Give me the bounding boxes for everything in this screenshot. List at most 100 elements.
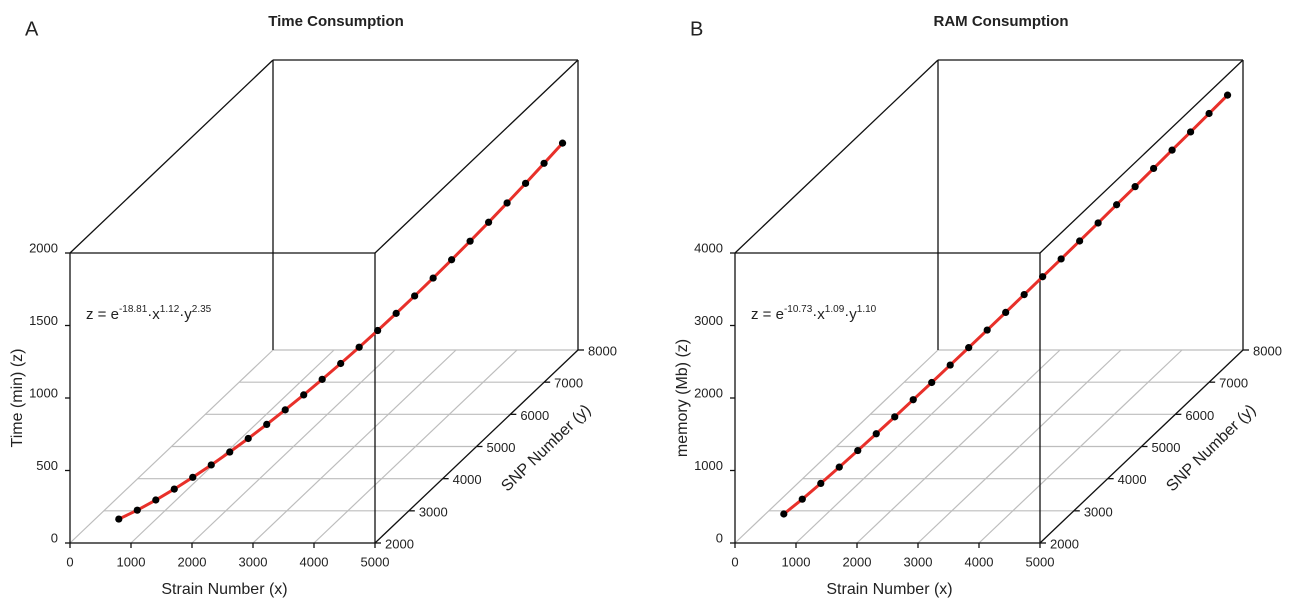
data-point [1057, 255, 1065, 263]
data-point [448, 256, 456, 264]
box-edge [1039, 59, 1244, 254]
z-tick-label: 1500 [29, 313, 58, 328]
data-point [226, 448, 234, 456]
data-point [817, 479, 825, 488]
data-point [1223, 91, 1232, 99]
equation-part: z = e [86, 306, 119, 323]
y-tick-label: 4000 [1118, 472, 1147, 487]
z-tick-label: 1000 [694, 458, 723, 473]
y-tick-label: 4000 [453, 472, 482, 487]
equation-part: -10.73 [784, 304, 813, 315]
equation-part: z = e [751, 306, 784, 323]
y-tick-label: 8000 [1253, 343, 1282, 358]
z-tick-label: 3000 [694, 313, 723, 328]
data-point [891, 413, 899, 421]
panel-label: B [690, 18, 703, 40]
x-tick-label: 4000 [965, 554, 994, 569]
x-tick-label: 3000 [239, 554, 268, 569]
z-tick-label: 4000 [694, 240, 723, 255]
y-tick-label: 7000 [1219, 376, 1248, 391]
x-tick-label: 3000 [904, 554, 933, 569]
z-axis-label: Time (min) (z) [9, 349, 26, 448]
data-point [540, 159, 548, 167]
data-point [115, 515, 123, 523]
fit-curve [118, 142, 564, 521]
x-tick-label: 0 [66, 554, 73, 569]
x-tick-label: 2000 [178, 554, 207, 569]
data-point [300, 391, 308, 399]
data-point [1168, 146, 1176, 154]
equation-part: ·x [147, 306, 160, 323]
data-point [1113, 201, 1121, 209]
z-tick-label: 2000 [694, 385, 723, 400]
data-point [1020, 290, 1028, 299]
z-tick-label: 1000 [29, 385, 58, 400]
panel-label: A [25, 18, 39, 40]
data-point [152, 496, 160, 504]
data-point [928, 378, 936, 387]
equation-part: ·x [812, 306, 825, 323]
box-edge [734, 59, 939, 254]
chart-title: RAM Consumption [934, 13, 1069, 30]
data-point [374, 326, 382, 335]
equation: z = e-10.73·x1.09·y1.10 [751, 304, 877, 323]
equation-part: ·y [844, 306, 857, 323]
x-tick-label: 5000 [361, 554, 390, 569]
z-tick-label: 0 [716, 530, 723, 545]
data-point [485, 218, 493, 226]
y-tick-label: 7000 [554, 376, 583, 391]
z-tick-label: 0 [51, 530, 58, 545]
equation-part: -18.81 [119, 304, 148, 315]
data-point [835, 463, 843, 471]
data-point [189, 473, 197, 481]
y-tick-label: 8000 [588, 343, 617, 358]
x-tick-label: 1000 [117, 554, 146, 569]
equation-part: 1.12 [160, 304, 180, 315]
data-point [1076, 237, 1084, 245]
box-edge [374, 59, 579, 254]
data-point [1039, 273, 1047, 281]
data-point [392, 309, 400, 317]
data-point [281, 406, 289, 414]
y-tick-label: 3000 [1084, 504, 1113, 519]
x-tick-label: 0 [731, 554, 738, 569]
box-edge [69, 59, 274, 254]
x-tick-label: 5000 [1026, 554, 1055, 569]
data-point [1150, 164, 1158, 173]
data-point [1205, 109, 1213, 118]
z-axis-label: memory (Mb) (z) [674, 339, 691, 457]
data-point [1131, 183, 1139, 191]
data-point [318, 375, 326, 383]
data-point [337, 359, 345, 368]
y-tick-label: 6000 [1185, 408, 1214, 423]
z-tick-label: 500 [36, 458, 58, 473]
data-point [355, 343, 363, 351]
x-tick-label: 1000 [782, 554, 811, 569]
equation-part: 1.10 [857, 304, 877, 315]
y-tick-label: 3000 [419, 504, 448, 519]
data-point [558, 139, 567, 147]
data-point [170, 485, 178, 493]
data-point [429, 274, 437, 282]
chart-title: Time Consumption [268, 13, 404, 30]
data-point [909, 396, 917, 404]
data-point [503, 199, 511, 207]
data-point [263, 420, 271, 428]
data-point [1002, 308, 1010, 316]
y-tick-label: 5000 [1152, 440, 1181, 455]
equation-part: ·y [179, 306, 192, 323]
x-axis-label: Strain Number (x) [826, 581, 952, 598]
y-tick-label: 2000 [385, 536, 414, 551]
y-tick-label: 6000 [520, 408, 549, 423]
data-point [780, 510, 788, 518]
equation-part: 1.09 [825, 304, 845, 315]
x-tick-label: 2000 [843, 554, 872, 569]
data-point [521, 179, 530, 187]
data-point [411, 292, 419, 300]
data-point [1186, 128, 1195, 136]
data-point [244, 434, 252, 443]
data-point [983, 326, 991, 334]
data-point [207, 461, 215, 469]
data-point [965, 344, 973, 352]
